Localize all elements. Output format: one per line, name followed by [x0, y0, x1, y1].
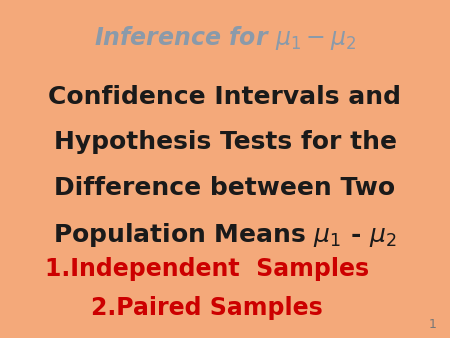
- Text: Inference for $\mu_1 - \mu_2$: Inference for $\mu_1 - \mu_2$: [94, 24, 356, 52]
- Text: Confidence Intervals and: Confidence Intervals and: [49, 84, 401, 108]
- Text: 2.Paired Samples: 2.Paired Samples: [91, 296, 323, 320]
- Text: Population Means $\mu_1$ - $\mu_2$: Population Means $\mu_1$ - $\mu_2$: [53, 221, 397, 249]
- Text: Difference between Two: Difference between Two: [54, 176, 396, 200]
- Text: 1: 1: [428, 318, 436, 331]
- Text: 1.Independent  Samples: 1.Independent Samples: [45, 257, 369, 281]
- Text: Hypothesis Tests for the: Hypothesis Tests for the: [54, 130, 396, 154]
